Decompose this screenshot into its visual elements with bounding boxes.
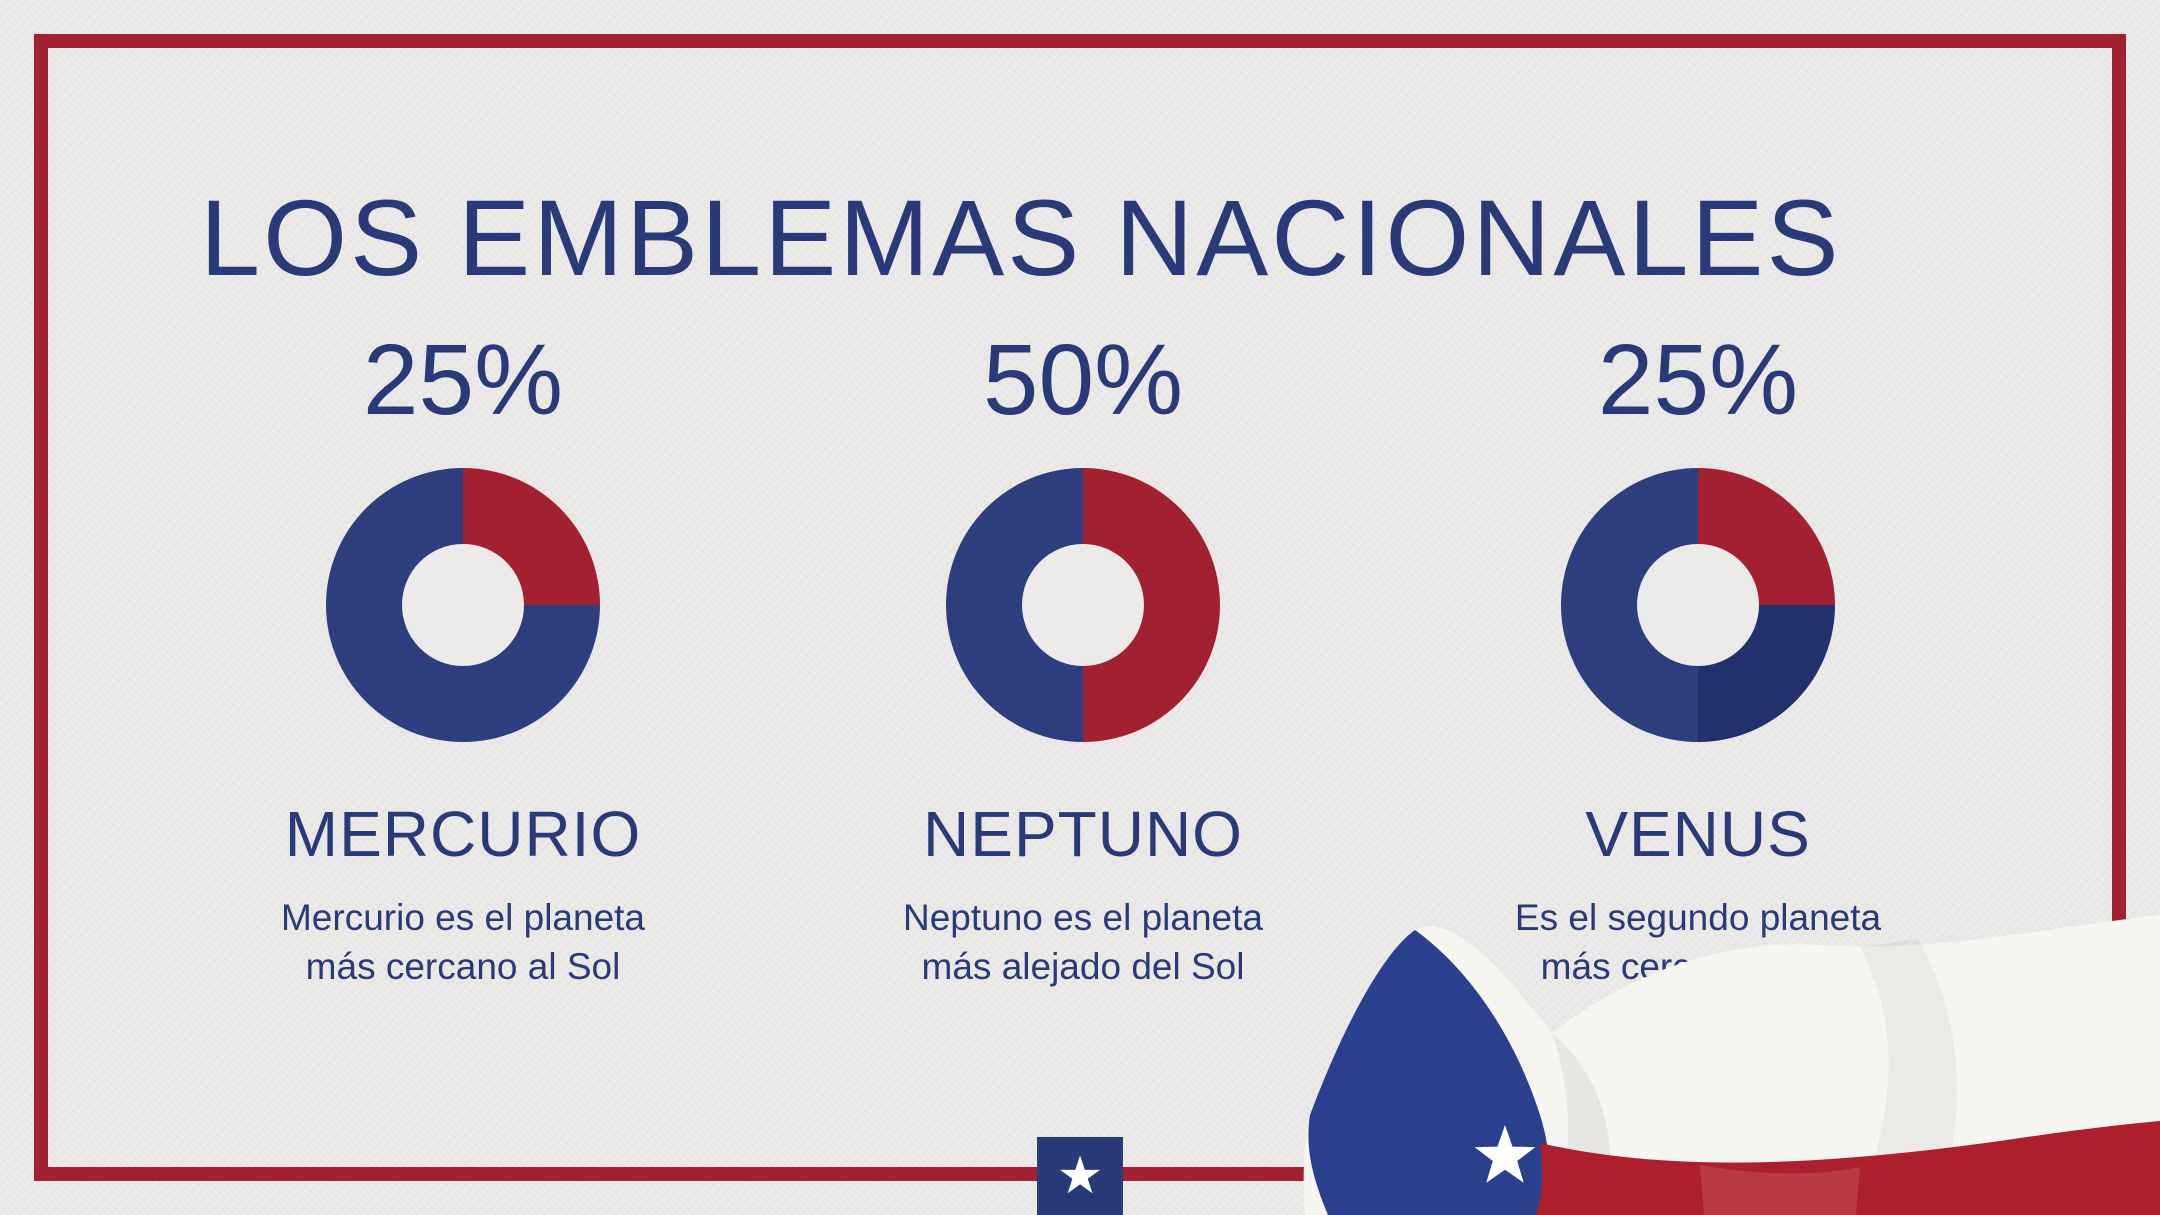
chart-label: MERCURIO	[284, 798, 642, 870]
donut-chart-mercurio	[326, 468, 600, 742]
percent-label: 50%	[982, 324, 1184, 436]
chart-column-venus: 25% VENUS Es el segundo planeta más cerc…	[1418, 330, 1978, 992]
chart-label: NEPTUNO	[923, 798, 1243, 870]
donut-chart-neptuno	[946, 468, 1220, 742]
donut-hole	[402, 544, 524, 666]
flag-star-icon	[1474, 1125, 1536, 1183]
chart-description: Neptuno es el planeta más alejado del So…	[903, 897, 1263, 987]
donut-hole	[1637, 544, 1759, 666]
donut-chart-venus	[1561, 468, 1835, 742]
chart-column-neptuno: 50% NEPTUNO Neptuno es el planeta más al…	[803, 330, 1363, 992]
flag-fold-shade	[1860, 939, 1958, 1200]
percent-label: 25%	[362, 324, 564, 436]
percent-label: 25%	[1597, 324, 1799, 436]
flag-fold-highlight	[1700, 1165, 1860, 1215]
slide-title: LOS EMBLEMAS NACIONALES	[200, 177, 1842, 299]
star-icon: ★	[1056, 1146, 1104, 1206]
flag-blue-canton	[1308, 930, 1549, 1215]
chart-label: VENUS	[1585, 798, 1811, 870]
chart-column-mercurio: 25% MERCURIO Mercurio es el planeta más …	[183, 330, 743, 992]
donut-hole	[1022, 544, 1144, 666]
star-badge: ★	[1037, 1137, 1123, 1215]
chart-description: Mercurio es el planeta más cercano al So…	[280, 897, 646, 987]
chile-flag-image	[1303, 915, 2160, 1215]
flag-red-stripe	[1536, 1121, 2160, 1215]
